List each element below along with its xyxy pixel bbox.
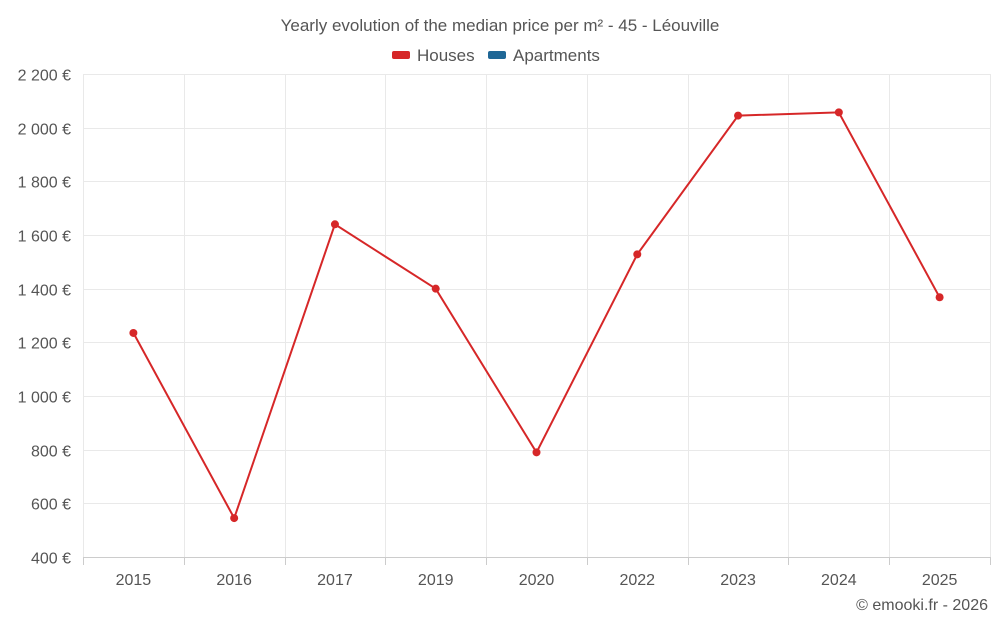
y-tick-label: 2 000 €: [18, 122, 71, 139]
legend-label: Apartments: [513, 46, 600, 65]
x-tick-label: 2022: [619, 572, 655, 589]
x-gridlines: [83, 74, 991, 565]
x-tick-label: 2025: [922, 572, 958, 589]
data-point[interactable]: [431, 284, 440, 293]
y-tick-label: 1 800 €: [18, 175, 71, 192]
x-tick-label: 2017: [317, 572, 353, 589]
chart-title: Yearly evolution of the median price per…: [281, 16, 720, 35]
x-tick-label: 2019: [418, 572, 454, 589]
data-point[interactable]: [230, 514, 239, 523]
data-point[interactable]: [129, 328, 138, 337]
y-tick-label: 1 400 €: [18, 283, 71, 300]
legend-swatch: [488, 51, 506, 59]
x-tick-label: 2016: [216, 572, 252, 589]
y-tick-label: 1 600 €: [18, 229, 71, 246]
x-tick-label: 2015: [116, 572, 152, 589]
legend-item-houses[interactable]: Houses: [392, 46, 475, 65]
y-axis: 400 € 600 € 800 € 1 000 € 1 200 € 1 400 € 1 60…: [18, 68, 71, 568]
legend-label: Houses: [417, 46, 475, 65]
y-tick-label: 1 200 €: [18, 336, 71, 353]
legend-swatch: [392, 51, 410, 59]
credit-text: © emooki.fr - 2026: [856, 597, 988, 614]
legend-item-apartments[interactable]: Apartments: [488, 46, 600, 65]
y-gridlines: [83, 74, 990, 504]
y-tick-label: 800 €: [31, 444, 71, 461]
data-point[interactable]: [834, 108, 843, 117]
data-point[interactable]: [633, 250, 642, 259]
series-line-houses: [132, 111, 941, 521]
data-point[interactable]: [330, 220, 339, 229]
x-tick-label: 2020: [519, 572, 555, 589]
chart-legend: Houses Apartments: [392, 46, 600, 65]
y-tick-label: 1 000 €: [18, 390, 71, 407]
y-tick-label: 600 €: [31, 497, 71, 514]
x-axis: 2015 2016 2017 2019 2020 2022 2023 2024 2025: [116, 572, 958, 589]
y-tick-label: 400 €: [31, 551, 71, 568]
x-tick-label: 2024: [821, 572, 857, 589]
data-point[interactable]: [734, 111, 743, 120]
series-group: [129, 108, 944, 523]
data-point[interactable]: [532, 448, 541, 457]
x-tick-label: 2023: [720, 572, 756, 589]
y-tick-label: 2 200 €: [18, 68, 71, 85]
data-point[interactable]: [935, 293, 944, 302]
